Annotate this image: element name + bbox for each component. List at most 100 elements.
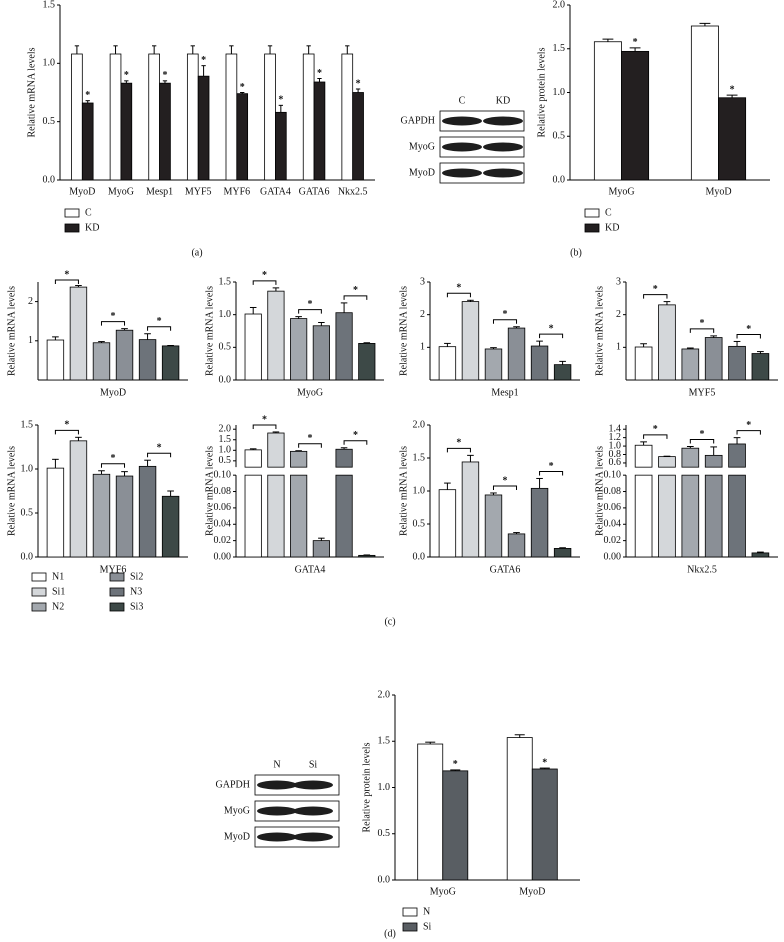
bar bbox=[186, 53, 199, 181]
legend-label: Si1 bbox=[52, 586, 65, 597]
significance: * bbox=[700, 429, 705, 440]
y-tick-label: 0.0 bbox=[219, 374, 232, 385]
y-tick-label: 0.04 bbox=[214, 519, 232, 530]
legend-swatch bbox=[584, 208, 600, 218]
blot-label: MyoG bbox=[224, 805, 250, 816]
legend-label: Si2 bbox=[130, 571, 143, 582]
bar bbox=[681, 348, 700, 381]
significance-bracket bbox=[147, 452, 172, 458]
y-tick-label: 0.5 bbox=[378, 828, 391, 839]
y-tick-label: 0.5 bbox=[219, 342, 232, 353]
bar bbox=[244, 449, 262, 468]
y-tick-label: 0.5 bbox=[219, 455, 232, 466]
x-tick-label: MyoD bbox=[519, 886, 545, 897]
significance: * bbox=[85, 90, 90, 101]
y-tick-label: 0.5 bbox=[43, 116, 56, 127]
y-tick-label: 0.02 bbox=[604, 535, 622, 546]
y-tick-label: 3 bbox=[420, 276, 425, 287]
legend-label: KD bbox=[85, 222, 99, 233]
x-axis-label: GATA4 bbox=[295, 564, 326, 575]
y-tick-label: 1.5 bbox=[413, 452, 426, 463]
bar bbox=[531, 768, 558, 881]
legend-label: C bbox=[85, 207, 92, 218]
bar bbox=[267, 290, 285, 381]
significance-bracket bbox=[343, 295, 368, 300]
y-axis-label: Relative protein levels bbox=[361, 742, 372, 832]
legend-swatch bbox=[109, 602, 125, 612]
y-tick-label: 1.4 bbox=[609, 424, 622, 435]
bar bbox=[358, 554, 376, 558]
bar bbox=[704, 337, 723, 381]
significance: * bbox=[111, 453, 116, 464]
bar bbox=[312, 540, 330, 558]
bar bbox=[120, 82, 133, 181]
y-tick-label: 0.00 bbox=[214, 551, 232, 562]
legend-label: N bbox=[423, 906, 430, 917]
significance-bracket bbox=[492, 485, 518, 490]
y-tick-label: 1.0 bbox=[219, 445, 232, 456]
significance: * bbox=[456, 283, 461, 294]
bar bbox=[92, 342, 111, 381]
x-tick-label: MyoD bbox=[69, 186, 95, 197]
bar bbox=[244, 313, 262, 381]
significance: * bbox=[456, 438, 461, 449]
lane-label: Si bbox=[309, 759, 318, 770]
bar bbox=[341, 53, 354, 181]
significance-bracket bbox=[446, 447, 471, 453]
y-tick-label: 0.6 bbox=[609, 457, 622, 468]
bar bbox=[438, 489, 457, 558]
y-tick-label: 0.00 bbox=[604, 551, 622, 562]
significance: * bbox=[746, 420, 751, 431]
bar bbox=[264, 53, 276, 181]
bar bbox=[244, 474, 262, 558]
y-tick-label: 0.06 bbox=[214, 502, 232, 513]
y-tick-label: 0.0 bbox=[378, 874, 391, 885]
significance-bracket bbox=[100, 463, 126, 468]
bar bbox=[681, 447, 700, 468]
bar bbox=[484, 348, 503, 381]
y-tick-label: 0.04 bbox=[604, 519, 622, 530]
significance: * bbox=[700, 318, 705, 329]
y-tick-label: 1.0 bbox=[553, 87, 566, 98]
bar bbox=[530, 345, 549, 381]
blot-label: MyoD bbox=[224, 831, 250, 842]
bar bbox=[69, 286, 88, 381]
bar bbox=[159, 82, 171, 181]
legend-label: N1 bbox=[52, 571, 64, 582]
bar bbox=[92, 473, 111, 558]
y-tick-label: 2.0 bbox=[378, 689, 391, 700]
bar bbox=[621, 50, 650, 181]
y-tick-label: 1.5 bbox=[553, 43, 566, 54]
significance-bracket bbox=[252, 280, 277, 285]
bar bbox=[658, 456, 676, 468]
bar bbox=[236, 93, 249, 181]
y-tick-label: 3 bbox=[616, 276, 621, 287]
y-axis-label: Relative mRNA levels bbox=[594, 286, 605, 376]
panel-label: (b) bbox=[570, 247, 582, 258]
panel-label: (c) bbox=[384, 616, 395, 627]
x-axis-label: Nkx2.5 bbox=[687, 564, 717, 575]
legend-swatch bbox=[109, 587, 125, 597]
y-tick-label: 1.5 bbox=[219, 434, 232, 445]
blot-band bbox=[293, 806, 333, 816]
y-tick-label: 2 bbox=[420, 309, 425, 320]
bar bbox=[115, 329, 134, 381]
y-tick-label: 1 bbox=[420, 342, 425, 353]
significance: * bbox=[64, 269, 69, 280]
significance: * bbox=[653, 424, 658, 435]
significance: * bbox=[124, 70, 129, 81]
y-tick-label: 2 bbox=[616, 309, 621, 320]
bar bbox=[728, 345, 746, 381]
x-axis-label: Mesp1 bbox=[491, 387, 518, 398]
legend-label: KD bbox=[605, 222, 619, 233]
x-tick-label: GATA6 bbox=[299, 186, 330, 197]
y-tick-label: 1.0 bbox=[413, 485, 426, 496]
y-tick-label: 0.8 bbox=[609, 449, 622, 460]
y-tick-label: 2 bbox=[28, 296, 33, 307]
bar bbox=[690, 25, 719, 181]
bar bbox=[751, 353, 770, 381]
bar bbox=[704, 474, 723, 558]
bar bbox=[115, 475, 134, 558]
legend-swatch bbox=[584, 223, 600, 233]
